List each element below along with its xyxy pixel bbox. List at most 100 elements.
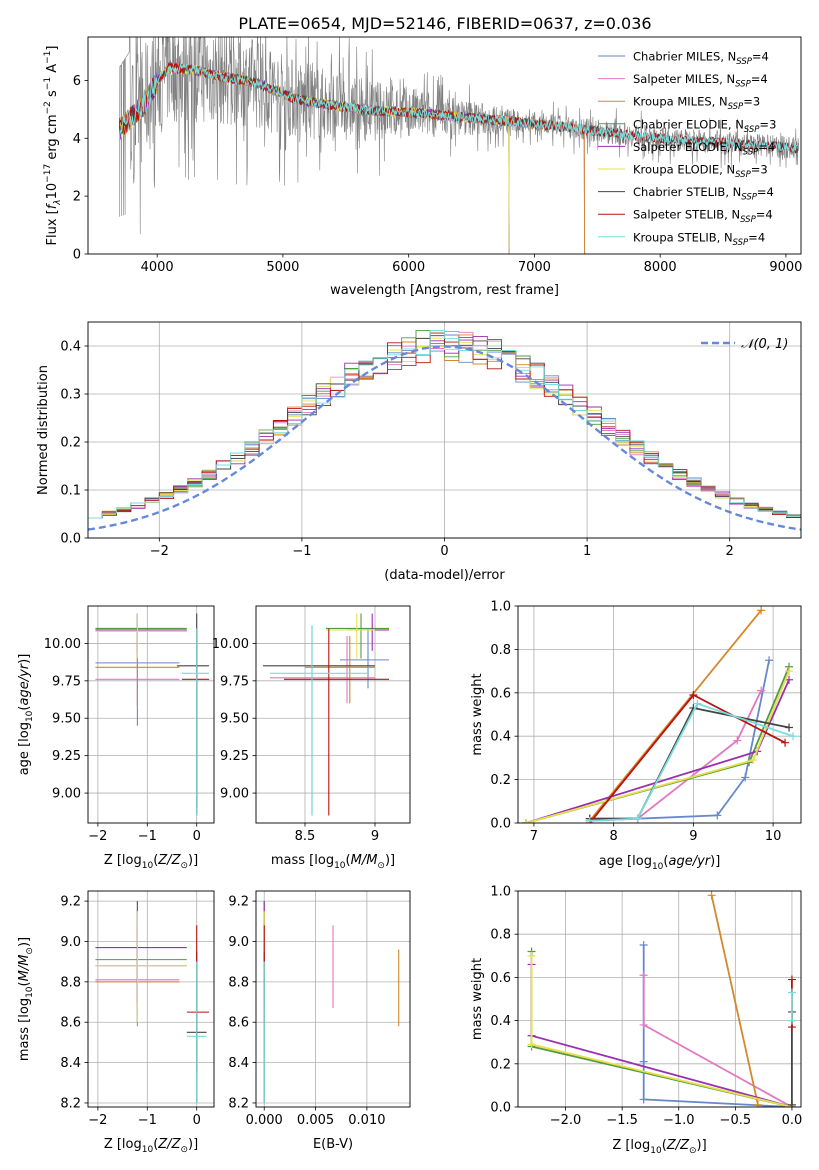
- legend-nssp: 4: [760, 72, 767, 86]
- y-tick-label: 9.0: [228, 935, 249, 950]
- error-bar-point: [270, 625, 368, 816]
- x-tick-label: −2: [88, 829, 107, 844]
- x-tick-label: 0.000: [246, 1113, 283, 1128]
- weight-marker: [689, 690, 698, 699]
- x-tick-label: −1: [138, 1113, 157, 1128]
- legend-sub: SSP: [733, 238, 749, 248]
- legend-label: Salpeter ELODIE, NSSP=4: [633, 140, 775, 158]
- legend-model-name: Chabrier STELIB: [633, 185, 725, 199]
- error-bar-point: [95, 911, 187, 1023]
- legend-nssp: 4: [767, 185, 774, 199]
- legend-separator: ,: [727, 140, 734, 154]
- model-spectrum-line: [119, 63, 586, 254]
- error-bar-point: [270, 635, 375, 704]
- x-tick-label: −1.5: [606, 1113, 638, 1128]
- mass-vs-metallicity-panel: −2 −1 08.28.48.68.89.09.2Z [log10(Z/Z⊙)]ma…: [17, 890, 215, 1155]
- axes-frame: [87, 36, 802, 255]
- grid-lines: [88, 891, 214, 1107]
- plot-area: [263, 901, 400, 1103]
- legend-prefix: N: [734, 140, 743, 154]
- x-tick-label: 0.005: [297, 1113, 334, 1128]
- y-axis-label-part: mass [log: [17, 998, 32, 1061]
- y-axis-label-part: (: [17, 981, 32, 986]
- legend-separator: ,: [712, 95, 719, 109]
- x-tick-label: −1.0: [663, 1113, 695, 1128]
- y-tick-label: 9.00: [220, 787, 249, 802]
- y-axis-label-part: 10: [25, 986, 35, 998]
- y-tick-label: 0.4: [490, 730, 511, 745]
- weight-marker: [785, 723, 794, 732]
- legend-sub: SSP: [741, 193, 757, 203]
- y-axis-label: mass weight: [470, 673, 485, 755]
- x-tick-label: 8.5: [295, 829, 316, 844]
- y-tick-label: 0.2: [60, 436, 81, 451]
- error-bar-point: [186, 961, 207, 1103]
- error-bar-point: [263, 625, 375, 816]
- x-tick-label: 7: [530, 829, 538, 844]
- legend-nssp: 4: [758, 230, 765, 244]
- y-axis-label-part: λ: [53, 199, 63, 205]
- ticks: −2 −1 0 1 2 0.0 0.1 0.2 0.3 0.4: [60, 340, 734, 560]
- x-axis-label-part: Z/Z: [666, 1138, 690, 1153]
- weight-marker: [639, 1057, 648, 1066]
- legend-prefix: N: [724, 230, 733, 244]
- x-tick-label: 0: [193, 829, 201, 844]
- x-tick-label: −0.5: [720, 1113, 752, 1128]
- x-tick-label: 5000: [266, 260, 299, 275]
- axes-frame: [87, 890, 215, 1108]
- weight-series: [707, 891, 762, 1107]
- y-tick-label: 8.4: [228, 1056, 249, 1071]
- ticks: −2 −1 0 8.2 8.4 8.6 8.8 9.0 9.2: [60, 895, 201, 1128]
- x-axis-label: mass [log10(M/M⊙)]: [271, 853, 395, 871]
- axes-frame: [87, 605, 215, 824]
- y-tick-label: 0.1: [60, 484, 81, 499]
- x-axis-label-part: (: [663, 854, 668, 869]
- legend-nssp: 4: [762, 50, 769, 64]
- mass-vs-ebv-panel: 0.000 0.005 0.010 8.2 8.4 8.6 8.8 9.0 9.2 E(B-V): [228, 890, 411, 1152]
- y-tick-label: 9.75: [52, 674, 81, 689]
- legend-equals: =: [751, 163, 761, 177]
- legend-prefix: N: [719, 95, 728, 109]
- y-axis-label-part: 10: [25, 710, 35, 722]
- legend-label: Chabrier STELIB, NSSP=4: [633, 185, 774, 203]
- y-tick-label: 8.8: [228, 975, 249, 990]
- spectrum-panel: 4000 5000 6000 7000 8000 9000 0 2 4 6 wavelength […: [43, 36, 802, 298]
- y-tick-label: 9.2: [60, 895, 81, 910]
- weight-series: [585, 686, 766, 823]
- legend-nssp: 3: [760, 163, 767, 177]
- y-tick-label: 0.4: [490, 1014, 511, 1029]
- x-tick-label: 0.010: [348, 1113, 385, 1128]
- y-axis-label-part: −17: [43, 164, 53, 183]
- x-axis-label-part: )]: [710, 854, 720, 869]
- legend-equals: =: [756, 208, 766, 222]
- x-tick-label: 1: [583, 544, 591, 559]
- error-bar-point: [95, 901, 187, 1023]
- plot-area: [95, 613, 210, 816]
- legend-label: Chabrier ELODIE, NSSP=3: [633, 117, 776, 135]
- y-axis-label: mass [log10(M/M⊙)]: [17, 937, 35, 1061]
- plot-area: [527, 891, 796, 1107]
- y-tick-label: 8.6: [60, 1016, 81, 1031]
- y-tick-label: 0.2: [490, 1057, 511, 1072]
- y-axis-label-part: age/yr: [17, 662, 32, 705]
- legend-separator: ,: [719, 163, 726, 177]
- x-axis-label-part: 10: [334, 861, 346, 871]
- weight-series: [521, 667, 794, 823]
- weight-series: [585, 699, 798, 823]
- x-axis-label: Z [log10(Z/Z⊙)]: [612, 1138, 706, 1156]
- x-axis-label-part: ⊙: [377, 861, 385, 871]
- legend-prefix: N: [726, 72, 735, 86]
- legend-separator: ,: [719, 72, 726, 86]
- axes-frame: [87, 321, 802, 539]
- plot-area: [88, 329, 801, 531]
- y-tick-label: 0.0: [490, 817, 511, 832]
- legend-prefix: N: [728, 50, 737, 64]
- weight-marker: [749, 756, 758, 765]
- weight-series: [521, 675, 794, 823]
- weight-series: [585, 703, 794, 823]
- x-axis-label-part: (: [153, 853, 158, 868]
- y-axis-label-part: ]: [45, 46, 60, 51]
- weight-marker: [765, 656, 774, 665]
- axes-frame: [255, 605, 411, 824]
